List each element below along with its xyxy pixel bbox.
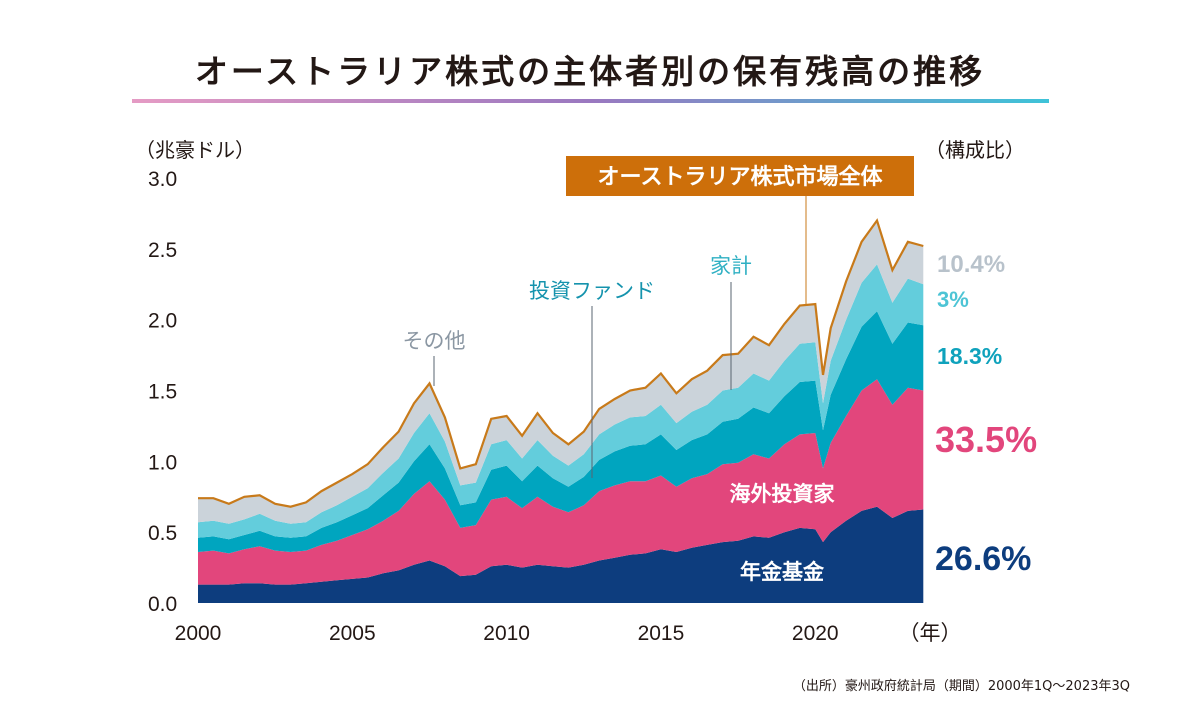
- callout-leaders: [433, 196, 807, 478]
- total-market-callout-label: オーストラリア株式市場全体: [598, 164, 884, 190]
- y-tick-label: 1.0: [148, 451, 177, 474]
- y-axis-ticks: 0.0 0.5 1.0 1.5 2.0 2.5 3.0: [148, 168, 177, 616]
- x-tick-label: 2000: [175, 622, 222, 645]
- y-tick-label: 2.5: [148, 239, 177, 262]
- callout-other: その他: [403, 329, 466, 353]
- label-foreign-investors: 海外投資家: [730, 482, 836, 506]
- x-axis-ticks: 2000 2005 2010 2015 2020: [175, 622, 839, 645]
- total-market-callout-box: [566, 156, 914, 196]
- source-note: （出所）豪州政府統計局（期間）2000年1Q〜2023年3Q: [793, 678, 1130, 694]
- share-fund: 18.3%: [937, 343, 1002, 369]
- x-tick-label: 2005: [329, 622, 376, 645]
- y-axis-unit-label: （兆豪ドル）: [135, 138, 255, 162]
- share-foreign: 33.5%: [935, 419, 1037, 460]
- chart-title: オーストラリア株式の主体者別の保有残高の推移: [195, 52, 985, 91]
- area-fund: [198, 311, 924, 554]
- title-underline: [132, 99, 1049, 103]
- total-market-line: [198, 218, 924, 508]
- share-other: 10.4%: [937, 251, 1005, 278]
- label-pension-funds: 年金基金: [740, 560, 825, 584]
- share-household: 3%: [937, 287, 969, 312]
- x-tick-label: 2015: [638, 622, 685, 645]
- y-tick-label: 2.0: [148, 310, 177, 333]
- y-tick-label: 3.0: [148, 168, 177, 191]
- y-tick-label: 1.5: [148, 381, 177, 404]
- area-household: [198, 264, 924, 540]
- share-pension: 26.6%: [935, 540, 1031, 578]
- callout-household: 家計: [710, 254, 752, 278]
- area-foreign: [198, 379, 924, 585]
- x-tick-label: 2010: [483, 622, 530, 645]
- callout-fund: 投資ファンド: [529, 279, 655, 303]
- area-pension: [198, 506, 924, 603]
- share-unit-label: （構成比）: [925, 138, 1025, 162]
- y-tick-label: 0.5: [148, 522, 177, 545]
- x-axis-unit-label: （年）: [899, 622, 962, 645]
- y-tick-label: 0.0: [148, 593, 177, 616]
- stacked-areas: [198, 220, 924, 603]
- x-tick-label: 2020: [792, 622, 839, 645]
